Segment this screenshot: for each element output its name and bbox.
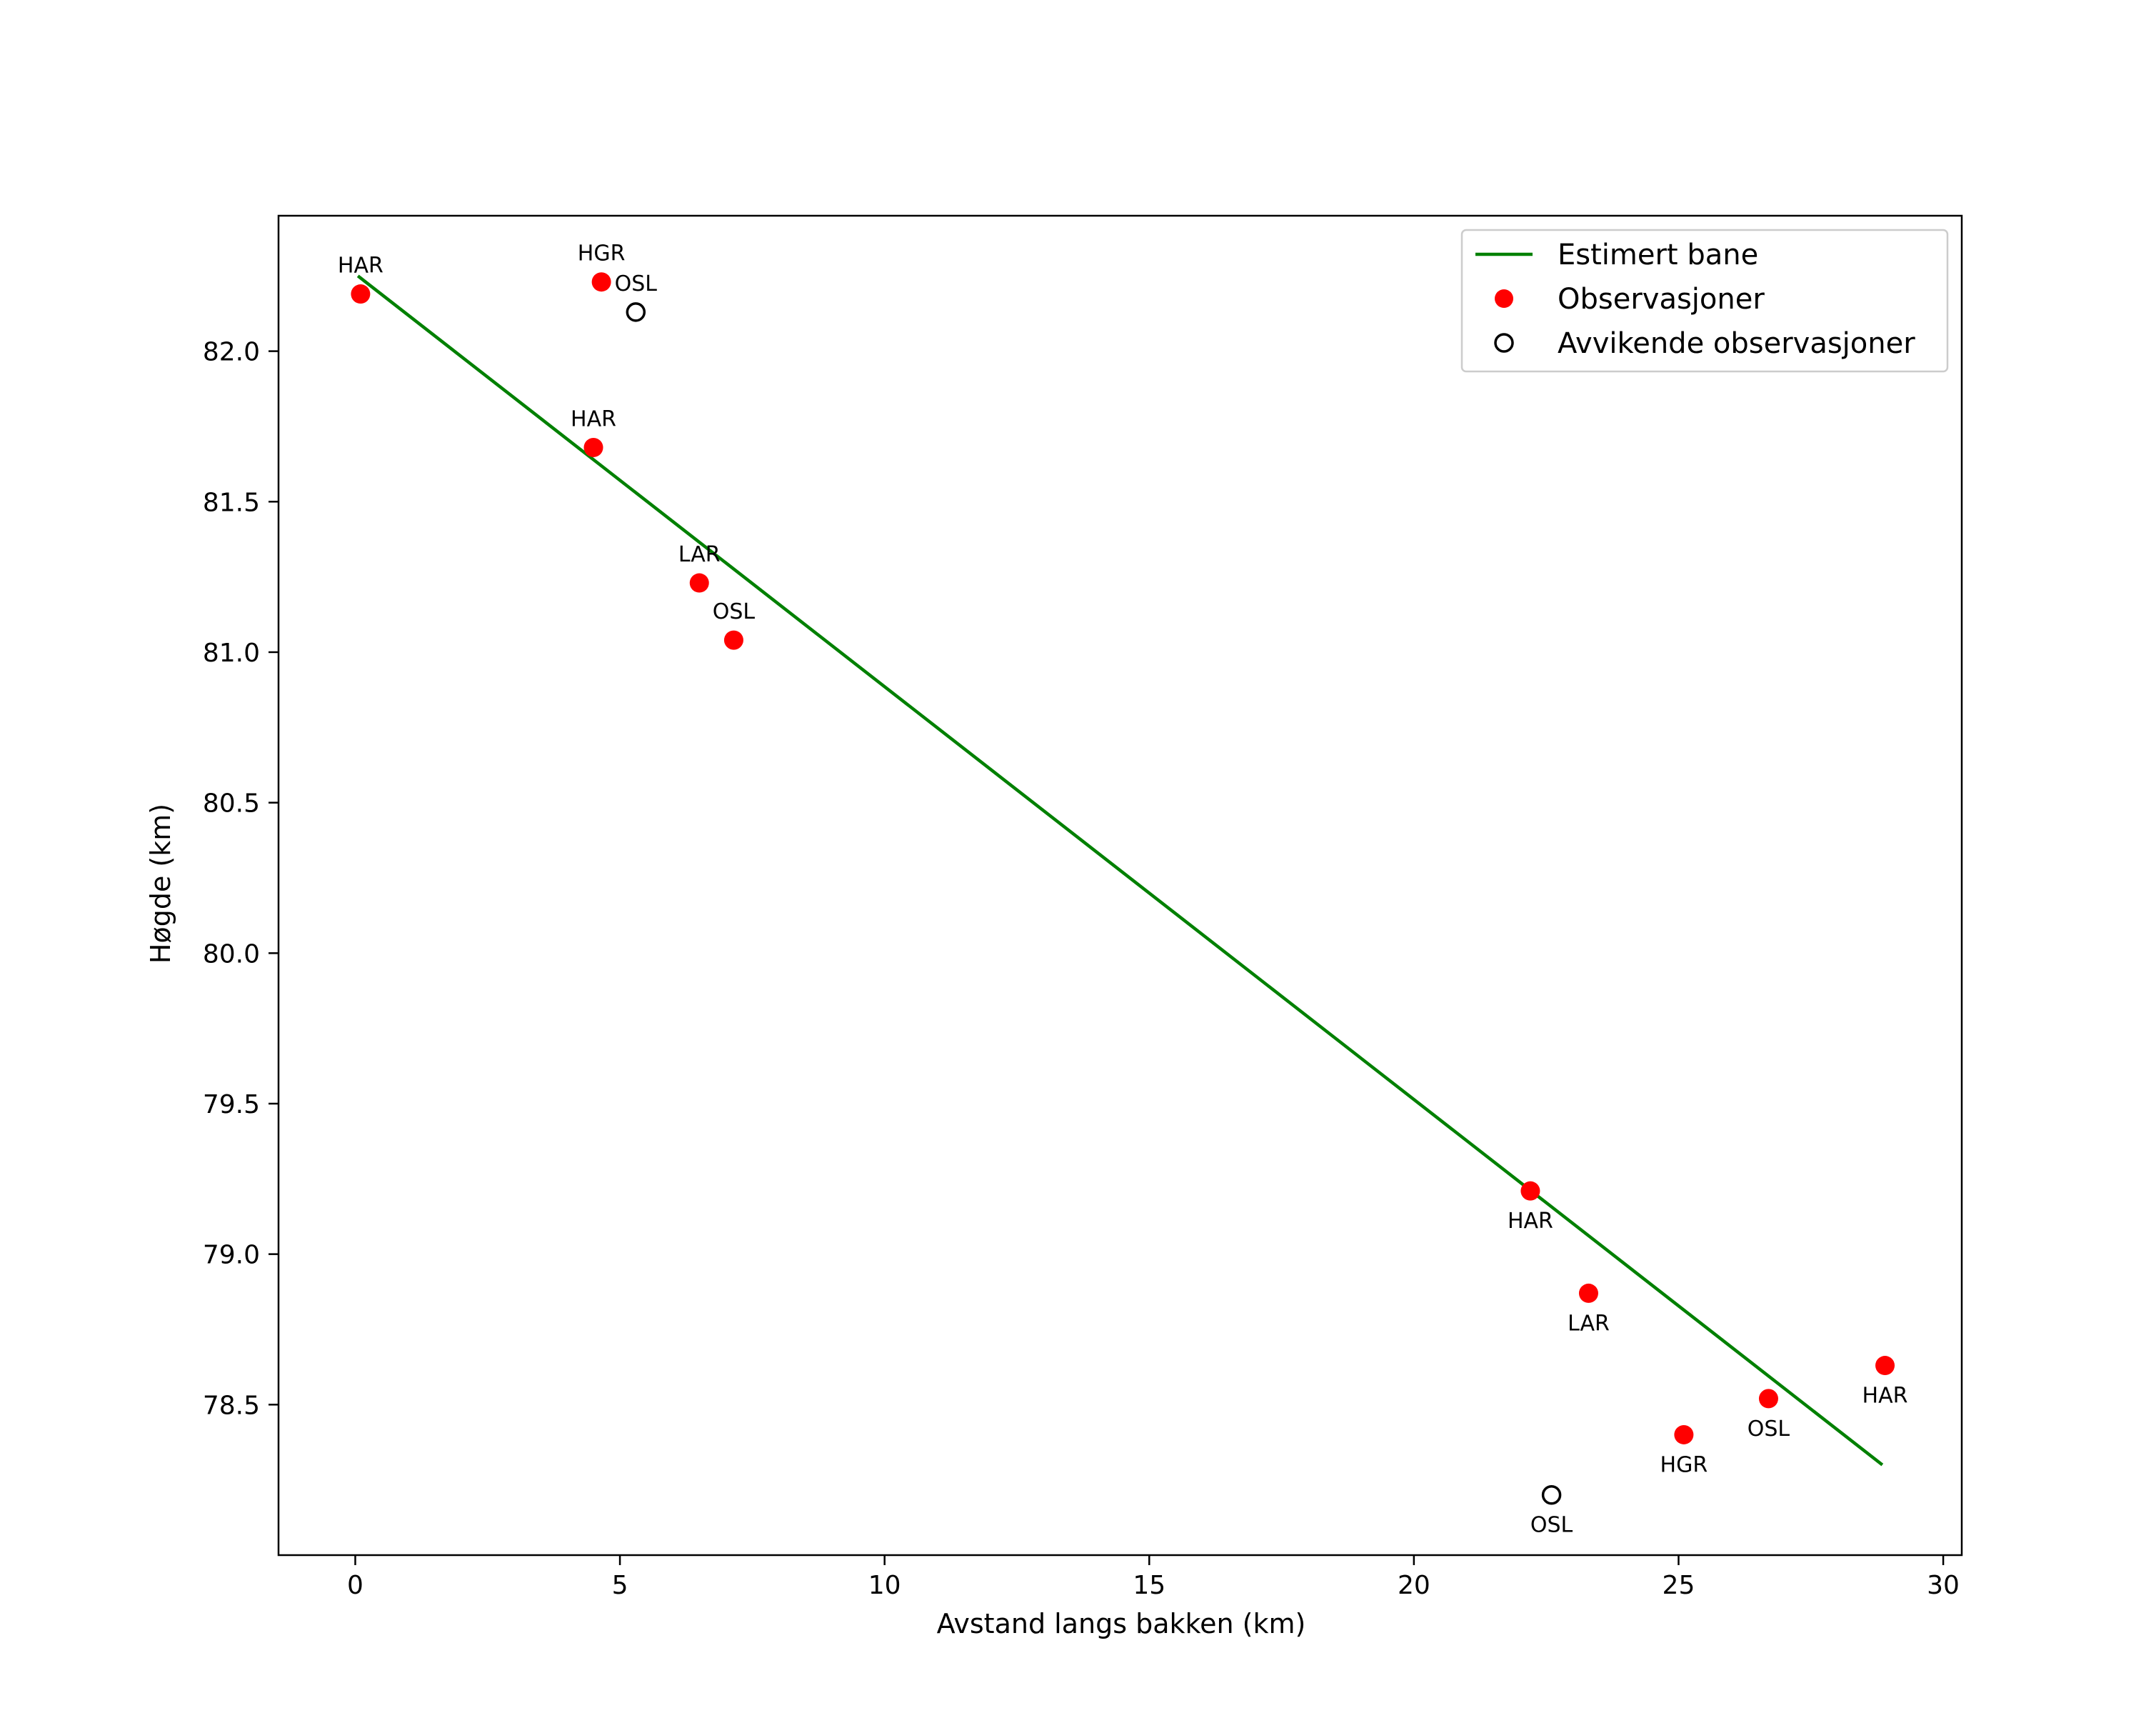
outlier-point bbox=[1541, 1484, 1562, 1505]
legend-open-circle-swatch bbox=[1494, 333, 1514, 353]
x-tick-label: 10 bbox=[868, 1571, 901, 1600]
y-tick-label: 79.5 bbox=[203, 1090, 260, 1119]
observation-point bbox=[351, 284, 371, 304]
plot-layer: HAR HGR HAR LAR OSL HAR LAR HGR OSL HAR OSL OSL bbox=[338, 241, 1908, 1538]
point-label: OSL bbox=[1530, 1513, 1573, 1538]
point-label: LAR bbox=[678, 542, 721, 567]
point-label: HAR bbox=[571, 406, 616, 431]
axes-layer: Avstand langs bakken (km) Høgde (km) 0 5 1… bbox=[145, 214, 1963, 1639]
point-label: HAR bbox=[1862, 1384, 1908, 1409]
outlier-point bbox=[626, 302, 646, 322]
observation-point bbox=[591, 272, 611, 292]
x-tick-label: 15 bbox=[1133, 1571, 1165, 1600]
legend-red-dot-swatch bbox=[1495, 289, 1513, 308]
y-tick-label: 81.0 bbox=[203, 639, 260, 668]
y-tick-label: 82.0 bbox=[203, 338, 260, 367]
legend-label-estimert-bane: Estimert bane bbox=[1558, 239, 1758, 271]
observation-point bbox=[1674, 1424, 1694, 1444]
observation-point bbox=[1875, 1356, 1895, 1376]
observation-point bbox=[723, 630, 743, 650]
observation-point bbox=[1520, 1181, 1540, 1201]
point-label: HAR bbox=[1508, 1209, 1553, 1234]
point-label: OSL bbox=[713, 599, 756, 624]
legend-frame bbox=[1460, 229, 1949, 373]
x-tick-label: 5 bbox=[612, 1571, 628, 1600]
point-label: OSL bbox=[1748, 1417, 1790, 1442]
plot-frame bbox=[277, 214, 1963, 1557]
x-tick-label: 20 bbox=[1398, 1571, 1430, 1600]
point-label: HGR bbox=[1660, 1452, 1708, 1477]
point-label: HAR bbox=[338, 254, 383, 279]
observation-point bbox=[1758, 1389, 1778, 1409]
point-label: LAR bbox=[1568, 1311, 1610, 1336]
y-tick-label: 81.5 bbox=[203, 488, 260, 517]
observation-point bbox=[583, 437, 603, 457]
y-tick-label: 80.0 bbox=[203, 939, 260, 969]
legend-label-avvikende: Avvikende observasjoner bbox=[1558, 327, 1915, 360]
x-tick-label: 30 bbox=[1927, 1571, 1960, 1600]
point-label: HGR bbox=[578, 241, 626, 266]
y-axis-label: Høgde (km) bbox=[145, 804, 176, 964]
y-tick-label: 80.5 bbox=[203, 789, 260, 819]
legend: Estimert bane Observasjoner Avvikende ob… bbox=[1460, 229, 1949, 373]
estimert-bane-line bbox=[356, 274, 1884, 1467]
legend-label-observasjoner: Observasjoner bbox=[1558, 283, 1765, 316]
x-axis-label: Avstand langs bakken (km) bbox=[937, 1608, 1306, 1639]
x-tick-label: 0 bbox=[347, 1571, 363, 1600]
point-label: OSL bbox=[615, 271, 658, 296]
observation-point bbox=[689, 573, 709, 593]
y-tick-label: 79.0 bbox=[203, 1241, 260, 1270]
x-tick-label: 25 bbox=[1663, 1571, 1695, 1600]
observation-point bbox=[1578, 1283, 1598, 1303]
y-tick-label: 78.5 bbox=[203, 1391, 260, 1420]
